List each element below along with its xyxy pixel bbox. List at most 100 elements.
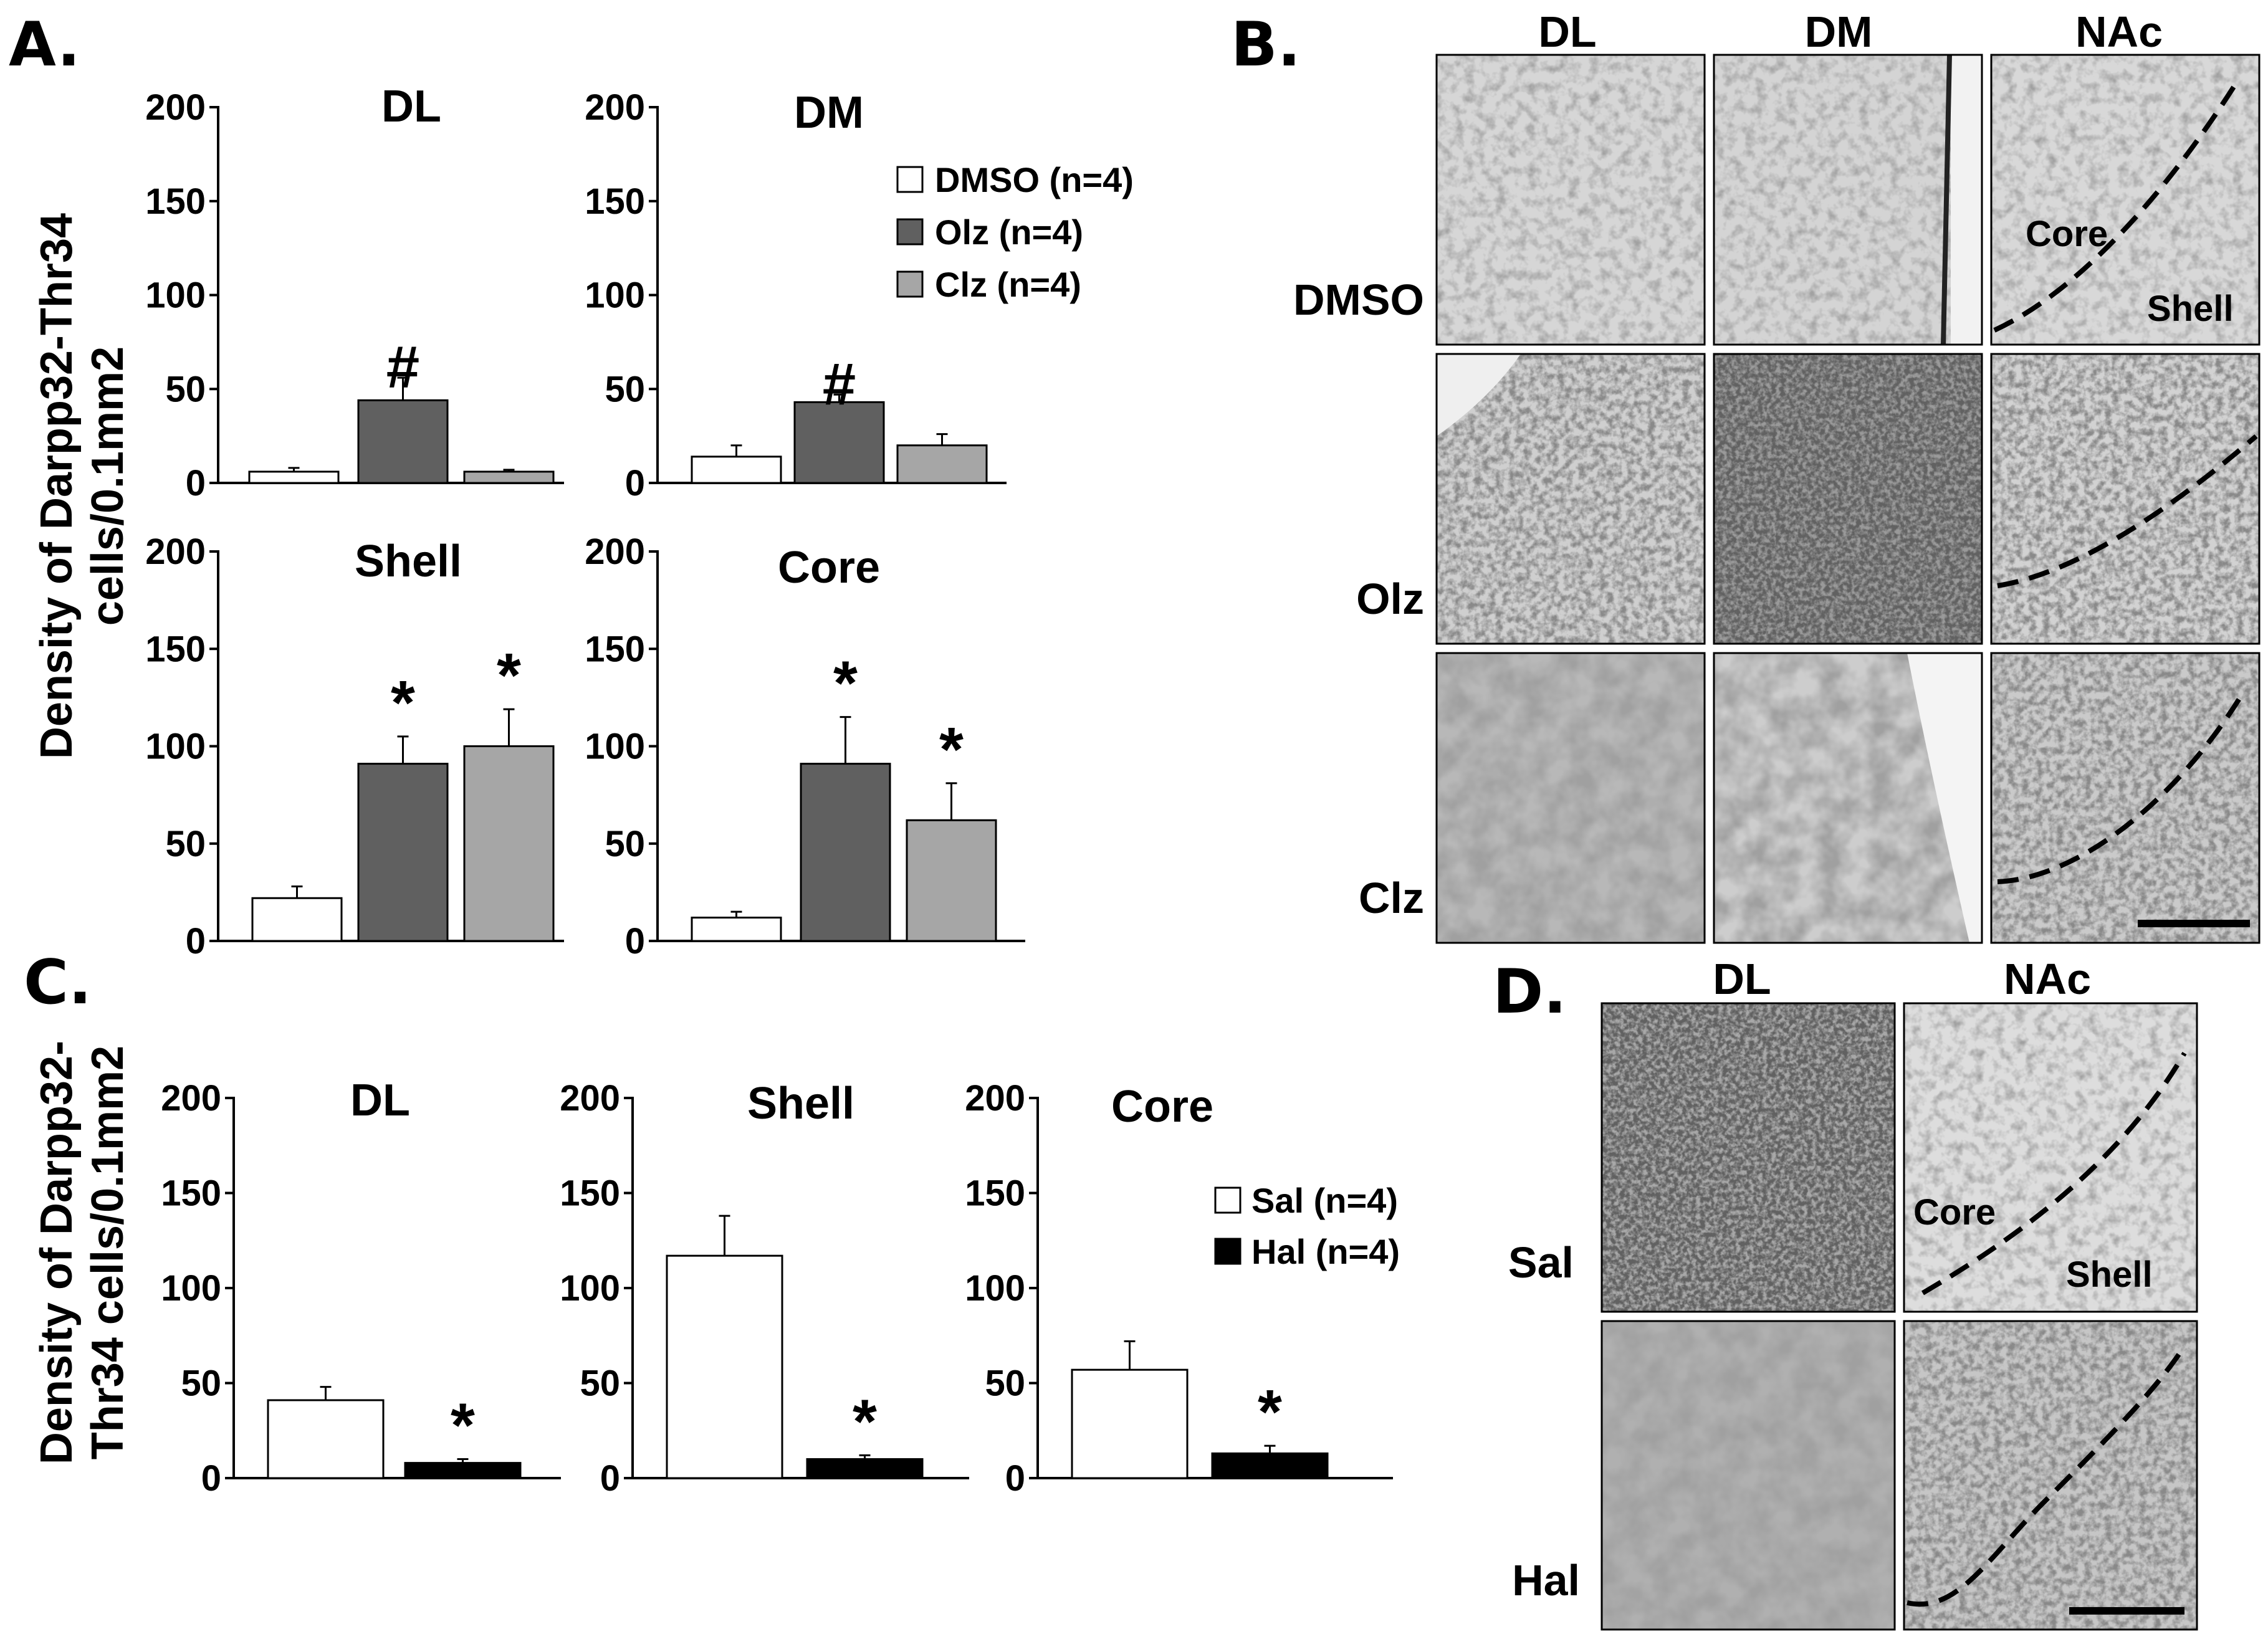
y-tick-label: 50 (985, 1363, 1025, 1404)
bar-dmso (691, 456, 782, 484)
d-col-dl: DL (1713, 955, 1771, 1003)
panel-letter-c: C. (24, 947, 92, 1018)
y-tick-label: 100 (560, 1268, 620, 1309)
y-tick-label: 100 (965, 1268, 1025, 1309)
y-tick-label: 200 (585, 87, 645, 128)
b-image-clz-dl (1435, 652, 1706, 944)
bar-clz (906, 819, 997, 942)
legend-a-swatch-dmso (896, 166, 924, 193)
y-tick-label: 150 (560, 1173, 620, 1214)
bar-sal (666, 1254, 783, 1479)
b-col-dm: DM (1805, 7, 1873, 56)
y-tick-label: 50 (605, 369, 645, 409)
ylabel-a: Density of Darpp32-Thr34 cells/0.1mm2 (32, 213, 133, 759)
y-tick-label: 150 (145, 629, 206, 669)
y-tick-label: 0 (600, 1458, 620, 1499)
y-tick-label: 200 (161, 1078, 221, 1119)
b-image-clz-nac (1990, 652, 2261, 944)
chart-title: Shell (355, 537, 462, 586)
b-row-olz: Olz (1356, 575, 1424, 623)
significance-mark: * (1258, 1377, 1282, 1447)
y-tick-label: 100 (161, 1268, 221, 1309)
d-image-hal-dl (1601, 1320, 1896, 1631)
significance-mark: # (823, 351, 856, 418)
chart-a-dl: DL 0 50 100 150 200 # (145, 82, 564, 504)
panel-letter-b: B. (1231, 9, 1301, 80)
panel-letter-a: A. (9, 9, 80, 80)
b-label-core: Core (2026, 214, 2108, 254)
legend-a-label-olz: Olz (n=4) (935, 212, 1083, 252)
bar-olz (357, 763, 449, 942)
chart-a-shell: Shell 0 50 100 150 200 * * (145, 532, 564, 962)
legend-c: Sal (n=4) Hal (n=4) (1214, 1181, 1400, 1271)
y-tick-label: 200 (560, 1078, 620, 1119)
d-row-sal: Sal (1508, 1238, 1574, 1287)
b-row-clz: Clz (1359, 874, 1424, 922)
chart-c-dl: DL 0 50 100 150 200 * (161, 1076, 561, 1499)
bar-sal (1071, 1368, 1189, 1479)
b-row-dmso: DMSO (1293, 275, 1424, 324)
y-tick-label: 150 (145, 181, 206, 222)
ylabel-c-line1: Density of Darpp32- (32, 1041, 82, 1464)
chart-title: Core (1111, 1082, 1213, 1132)
legend-c-swatch-hal (1214, 1238, 1242, 1265)
bar-olz (357, 399, 449, 484)
legend-a: DMSO (n=4) Olz (n=4) Clz (n=4) (896, 160, 1134, 304)
bar-hal (1211, 1452, 1329, 1479)
y-tick-label: 50 (580, 1363, 620, 1404)
b-image-clz-dm (1713, 652, 1983, 944)
significance-mark: * (939, 715, 964, 785)
bar-olz (793, 401, 885, 484)
y-tick-label: 50 (165, 824, 206, 864)
bar-olz (800, 763, 891, 942)
bar-sal (267, 1399, 385, 1479)
legend-a-swatch-clz (896, 270, 924, 298)
y-tick-label: 150 (965, 1173, 1025, 1214)
y-tick-label: 50 (605, 824, 645, 864)
chart-title: DM (794, 88, 864, 138)
significance-mark: * (853, 1387, 877, 1456)
y-tick-label: 200 (585, 532, 645, 572)
y-tick-label: 50 (165, 369, 206, 409)
chart-title: DL (381, 82, 441, 131)
bar-dmso (251, 897, 343, 942)
y-tick-label: 100 (145, 275, 206, 316)
bar-dmso (691, 917, 782, 942)
d-label-shell: Shell (2066, 1254, 2153, 1295)
bar-clz (463, 745, 555, 942)
bar-clz (896, 444, 988, 484)
legend-c-swatch-sal (1214, 1186, 1242, 1214)
significance-mark: * (833, 649, 858, 718)
legend-c-label-hal: Hal (n=4) (1251, 1232, 1400, 1271)
y-tick-label: 0 (1005, 1458, 1025, 1499)
y-tick-label: 0 (625, 921, 645, 962)
y-tick-label: 200 (965, 1078, 1025, 1119)
b-image-dmso-dm (1713, 54, 1983, 346)
d-image-sal-dl (1601, 1002, 1896, 1313)
d-col-nac: NAc (2004, 955, 2091, 1003)
y-tick-label: 50 (181, 1363, 221, 1404)
b-col-dl: DL (1538, 7, 1596, 56)
chart-title: Shell (747, 1079, 854, 1129)
y-tick-label: 100 (585, 727, 645, 767)
significance-mark: * (451, 1391, 475, 1461)
y-tick-label: 150 (585, 629, 645, 669)
d-image-hal-nac (1903, 1320, 2198, 1631)
significance-mark: * (497, 641, 521, 710)
chart-a-core: Core 0 50 100 150 200 * * (585, 532, 1025, 962)
y-tick-label: 100 (585, 275, 645, 316)
b-image-olz-dl (1435, 353, 1706, 645)
b-image-dmso-nac: Core Shell (1990, 54, 2261, 346)
chart-c-core: Core 0 50 100 150 200 * (965, 1078, 1393, 1499)
panel-letter-d: D. (1493, 957, 1567, 1028)
chart-c-shell: Shell 0 50 100 150 200 * (560, 1078, 969, 1499)
bar-dmso (248, 470, 340, 484)
ylabel-a-line1: Density of Darpp32-Thr34 (32, 213, 82, 759)
y-tick-label: 200 (145, 87, 206, 128)
y-tick-label: 0 (625, 463, 645, 504)
ylabel-c: Density of Darpp32- Thr34 cells/0.1mm2 (32, 1041, 133, 1464)
legend-a-label-clz: Clz (n=4) (935, 265, 1081, 304)
bar-hal (404, 1462, 522, 1479)
b-col-nac: NAc (2075, 7, 2163, 56)
y-tick-label: 0 (186, 463, 206, 504)
